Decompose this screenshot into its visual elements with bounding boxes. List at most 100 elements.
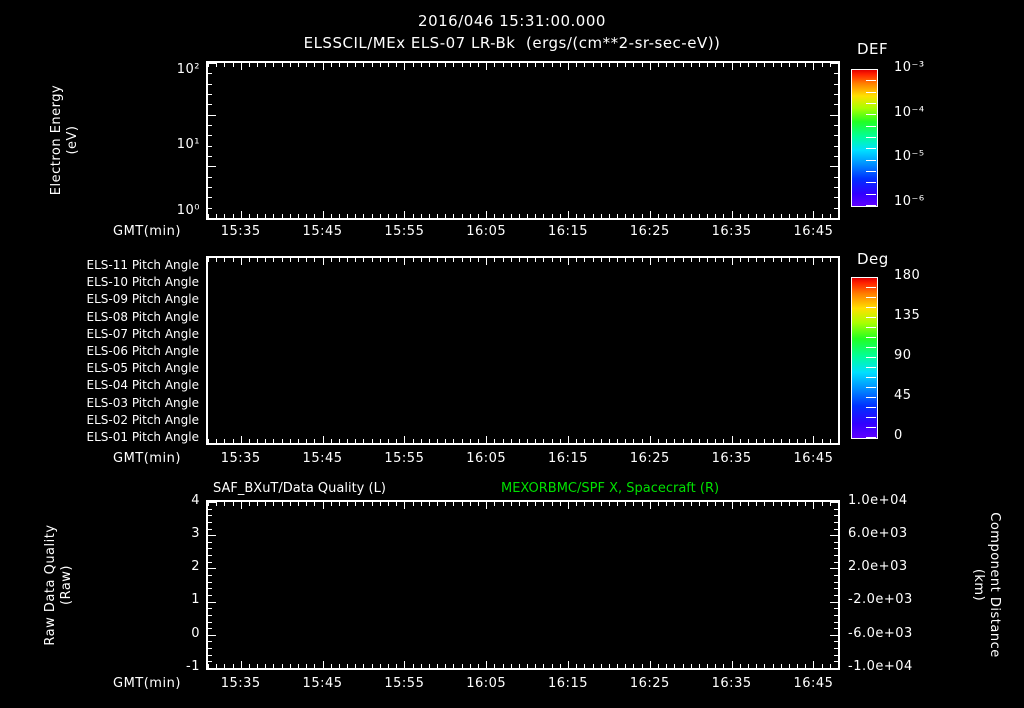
tick-mark — [601, 664, 602, 668]
ytick-label-left: 3 — [191, 526, 200, 541]
tick-mark — [732, 436, 733, 443]
tick-mark — [339, 664, 340, 668]
tick-mark — [306, 439, 307, 443]
tick-mark — [642, 439, 643, 443]
colorbar-tick — [866, 137, 876, 138]
tick-mark — [593, 214, 594, 218]
tick-mark — [535, 664, 536, 668]
tick-mark — [748, 502, 749, 506]
tick-mark — [273, 502, 274, 506]
tick-mark — [593, 439, 594, 443]
tick-mark — [519, 502, 520, 506]
tick-mark — [732, 211, 733, 218]
tick-mark — [233, 502, 234, 506]
tick-mark — [347, 664, 348, 668]
tick-mark — [429, 63, 430, 67]
tick-mark — [404, 211, 405, 218]
tick-mark — [249, 258, 250, 262]
tick-mark — [453, 258, 454, 262]
tick-mark — [748, 63, 749, 67]
tick-mark — [560, 664, 561, 668]
xtick-label: 16:35 — [711, 676, 752, 691]
tick-mark — [838, 439, 839, 443]
data-quality-plot[interactable] — [207, 502, 1024, 672]
tick-mark — [723, 258, 724, 262]
tick-mark — [674, 439, 675, 443]
tick-mark — [282, 258, 283, 262]
tick-mark — [834, 608, 838, 609]
xtick-label: 15:55 — [384, 224, 425, 239]
tick-mark — [372, 258, 373, 262]
pitch-angle-row-label: ELS-05 Pitch Angle — [86, 361, 199, 376]
tick-mark — [388, 439, 389, 443]
tick-mark — [609, 664, 610, 668]
tick-mark — [429, 258, 430, 262]
tick-mark — [363, 439, 364, 443]
xtick-label: 15:35 — [220, 676, 261, 691]
tick-mark — [666, 439, 667, 443]
tick-mark — [208, 187, 212, 188]
tick-mark — [208, 166, 216, 167]
tick-mark — [380, 63, 381, 67]
tick-mark — [633, 258, 634, 262]
tick-mark — [208, 84, 212, 85]
tick-mark — [789, 664, 790, 668]
tick-mark — [208, 542, 212, 543]
tick-mark — [208, 615, 212, 616]
tick-mark — [208, 529, 212, 530]
tick-mark — [208, 548, 212, 549]
tick-mark — [699, 502, 700, 506]
ytick-label: 10⁰ — [176, 203, 200, 218]
tick-mark — [445, 214, 446, 218]
tick-mark — [822, 214, 823, 218]
tick-mark — [813, 258, 814, 265]
tick-mark — [601, 258, 602, 262]
tick-mark — [834, 555, 838, 556]
tick-mark — [208, 664, 209, 668]
pitch-angle-row-label: ELS-03 Pitch Angle — [86, 395, 199, 410]
tick-mark — [437, 664, 438, 668]
tick-mark — [421, 258, 422, 262]
pitch-angle-row-label: ELS-07 Pitch Angle — [86, 326, 199, 341]
tick-mark — [838, 214, 839, 218]
tick-mark — [241, 211, 242, 218]
tick-mark — [421, 214, 422, 218]
tick-mark — [290, 664, 291, 668]
tick-mark — [715, 439, 716, 443]
tick-mark — [519, 258, 520, 262]
tick-mark — [503, 258, 504, 262]
def-colorbar-title: DEF — [857, 40, 889, 58]
tick-mark — [834, 146, 838, 147]
tick-mark — [707, 664, 708, 668]
tick-mark — [830, 502, 838, 503]
tick-mark — [208, 509, 212, 510]
tick-mark — [797, 664, 798, 668]
tick-mark — [478, 664, 479, 668]
tick-mark — [830, 115, 838, 116]
electron-energy-spectrogram[interactable] — [208, 63, 838, 218]
tick-mark — [699, 214, 700, 218]
tick-mark — [331, 63, 332, 67]
tick-mark — [830, 602, 838, 603]
tick-mark — [732, 258, 733, 265]
tick-mark — [421, 63, 422, 67]
tick-mark — [511, 502, 512, 506]
tick-mark — [208, 608, 212, 609]
tick-mark — [535, 258, 536, 262]
tick-mark — [834, 588, 838, 589]
tick-mark — [429, 502, 430, 506]
tick-mark — [388, 258, 389, 262]
tick-mark — [282, 63, 283, 67]
tick-mark — [339, 258, 340, 262]
tick-mark — [453, 439, 454, 443]
tick-mark — [834, 628, 838, 629]
tick-mark — [625, 63, 626, 67]
tick-mark — [552, 439, 553, 443]
colorbar-tick — [866, 357, 876, 358]
tick-mark — [380, 502, 381, 506]
tick-mark — [265, 439, 266, 443]
tick-mark — [834, 135, 838, 136]
pitch-angle-heatmap[interactable] — [208, 258, 838, 443]
colorbar-tick — [866, 367, 876, 368]
tick-mark — [674, 214, 675, 218]
